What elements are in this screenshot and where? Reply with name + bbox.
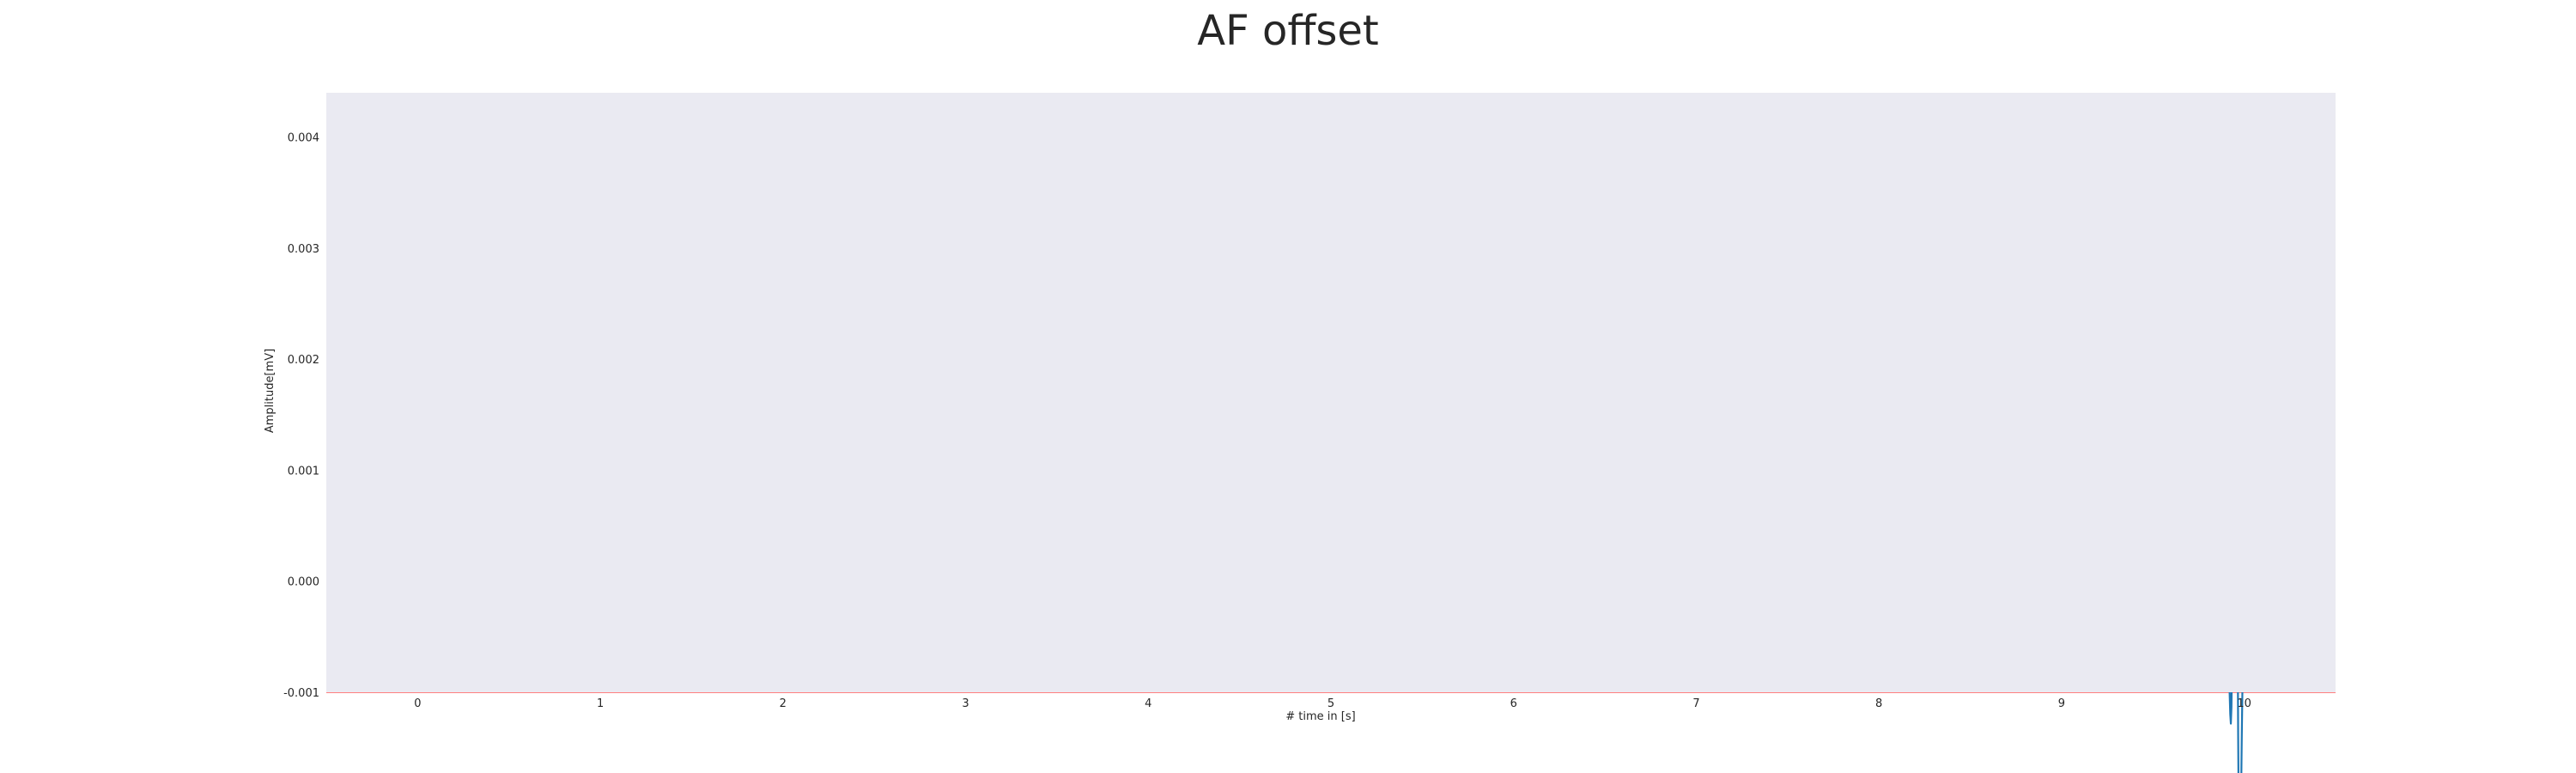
x-tick-label: 3 [962,697,969,710]
y-tick-label: -0.001 [283,687,319,700]
x-axis-ticks: 0 1 2 3 4 5 6 7 8 9 10 [414,697,2251,710]
x-tick-label: 7 [1692,697,1699,710]
x-tick-label: 5 [1327,697,1334,710]
y-axis-label: Amplitude[mV] [264,349,276,433]
x-tick-label: 1 [597,697,604,710]
x-axis-label: # time in [s] [1285,710,1355,723]
y-tick-label: 0.000 [288,576,319,589]
x-tick-label: 4 [1145,697,1151,710]
y-tick-label: 0.004 [288,132,319,145]
chart-title: AF offset [1197,7,1379,55]
x-tick-label: 6 [1510,697,1517,710]
x-tick-label: 8 [1875,697,1882,710]
x-tick-label: 0 [414,697,421,710]
y-axis-ticks: -0.001 0.000 0.001 0.002 0.003 0.004 [283,132,319,700]
y-tick-label: 0.001 [288,465,319,478]
x-tick-label: 9 [2058,697,2065,710]
plot-background [326,93,2336,692]
x-tick-label: 10 [2237,697,2251,710]
x-tick-label: 2 [780,697,787,710]
y-tick-label: 0.003 [288,243,319,256]
y-tick-label: 0.002 [288,354,319,367]
